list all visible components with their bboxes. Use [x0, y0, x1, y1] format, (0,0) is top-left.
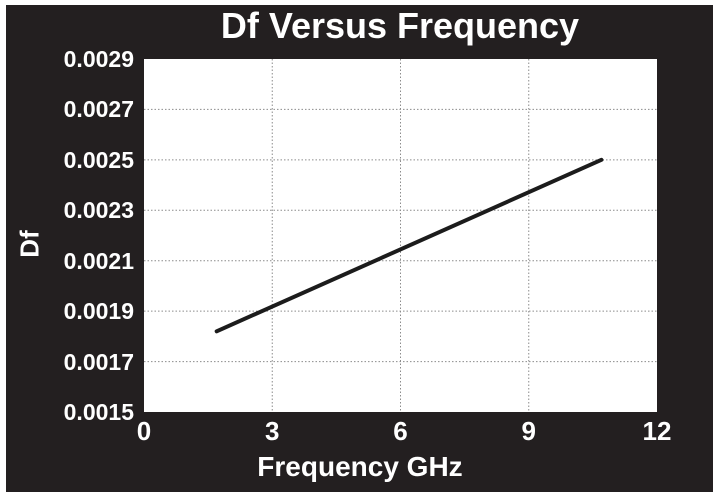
y-tick-label: 0.0021 — [63, 247, 134, 274]
x-tick-label: 9 — [521, 416, 536, 446]
y-tick-label: 0.0027 — [63, 96, 134, 123]
line-chart — [144, 59, 657, 412]
y-tick-label: 0.0017 — [63, 348, 134, 375]
y-tick-label: 0.0025 — [63, 146, 134, 173]
x-tick-label: 0 — [136, 416, 152, 446]
data-line-df — [214, 157, 604, 334]
y-tick-label: 0.0029 — [63, 46, 134, 72]
x-tick-label: 6 — [393, 416, 408, 446]
x-axis-title: Frequency GHz — [257, 451, 463, 482]
y-tick-label: 0.0019 — [63, 298, 134, 325]
x-tick-label: 3 — [265, 416, 280, 446]
chart-title: Df Versus Frequency — [220, 5, 580, 46]
y-tick-label: 0.0015 — [63, 399, 134, 425]
plot-area — [144, 59, 657, 412]
y-tick-label: 0.0023 — [63, 197, 134, 224]
y-axis-title: Df — [14, 230, 45, 258]
x-tick-label: 12 — [642, 416, 672, 446]
